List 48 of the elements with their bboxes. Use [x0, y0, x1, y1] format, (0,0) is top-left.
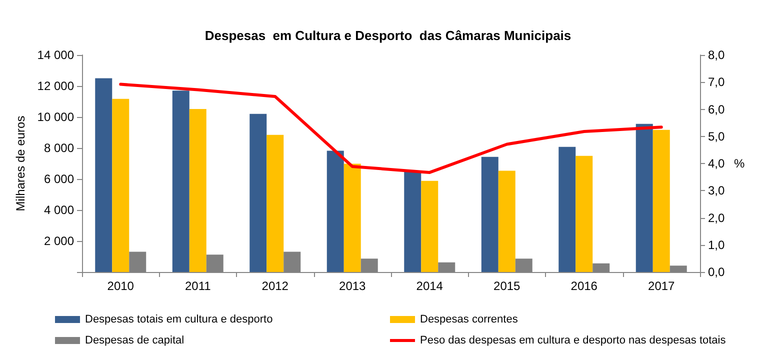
y2-tick-label: 2,0: [708, 210, 726, 225]
y-tick-label: 12 000: [37, 79, 74, 93]
y-tick-label: 10 000: [37, 110, 74, 124]
bar: [344, 164, 361, 272]
bar: [498, 170, 516, 272]
y2-tick-label: 4,0: [708, 156, 726, 170]
bar: [266, 134, 284, 272]
y-tick-label: 4 000: [44, 203, 74, 217]
bar: [558, 146, 576, 272]
bar: [404, 172, 422, 272]
bar: [95, 78, 112, 272]
bar: [636, 124, 653, 272]
x-tick-label: 2010: [107, 279, 134, 293]
y2-tick-label: 1,0: [708, 238, 726, 252]
bar: [112, 98, 130, 272]
y2-tick-label: 7,0: [708, 75, 726, 90]
y2-tick-label: 0,0: [708, 265, 726, 279]
bar: [481, 156, 498, 272]
bar: [421, 180, 438, 272]
bar: [576, 156, 593, 272]
bar: [250, 114, 267, 272]
bar: [326, 150, 344, 272]
line-series: [119, 82, 663, 174]
legend-label: Despesas de capital: [85, 334, 184, 346]
x-tick-label: 2017: [648, 279, 676, 293]
y2-axis-title: %: [734, 156, 745, 170]
y2-tick-label: 6,0: [708, 102, 726, 116]
legend-label: Despesas totais em cultura e desporto: [85, 314, 273, 326]
x-tick-label: 2016: [570, 279, 598, 293]
bar: [172, 90, 190, 272]
chart-title: Despesas em Cultura e Desporto das Câmaras Municipais: [204, 28, 572, 43]
y-axis-title: Milhares de euros: [13, 116, 28, 212]
legend-label: Despesas correntes: [420, 314, 518, 326]
x-tick-label: 2012: [262, 279, 289, 293]
y-tick-label: 2 000: [44, 234, 74, 248]
y-tick-label: 14 000: [37, 48, 74, 62]
x-tick-label: 2015: [494, 279, 521, 293]
y-tick-label: 6 000: [44, 172, 74, 186]
legend-label: Peso das despesas em cultura e desporto nas despesas totais: [420, 334, 726, 346]
y2-tick-label: 8,0: [708, 48, 726, 62]
y-tick-label: 8 000: [44, 141, 74, 155]
x-tick-label: 2014: [416, 279, 444, 293]
y2-tick-label: 5,0: [708, 129, 726, 144]
x-tick-label: 2013: [339, 279, 366, 293]
y2-tick-label: 3,0: [708, 184, 726, 198]
x-tick-label: 2011: [184, 279, 212, 293]
bar: [652, 130, 670, 272]
bar: [189, 108, 206, 272]
